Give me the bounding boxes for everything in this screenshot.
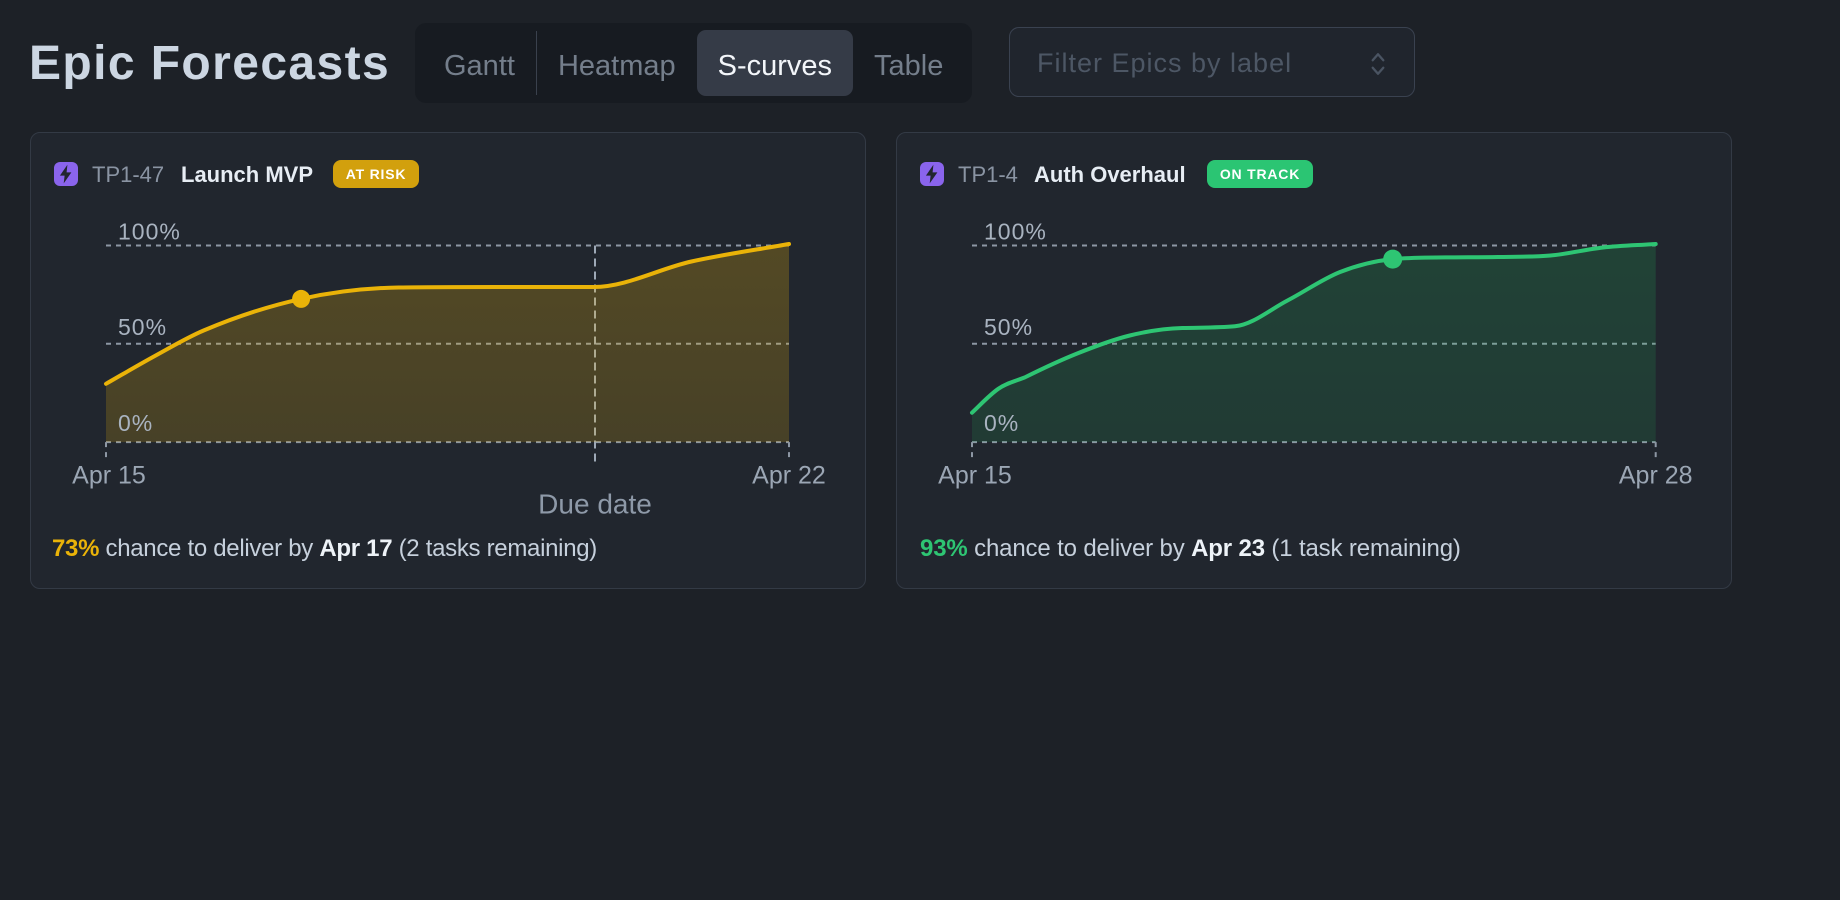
svg-text:0%: 0% (984, 410, 1019, 436)
svg-text:Apr 15: Apr 15 (72, 462, 146, 490)
svg-text:Apr 28: Apr 28 (1619, 462, 1693, 490)
svg-text:50%: 50% (118, 314, 167, 340)
svg-text:100%: 100% (118, 219, 181, 245)
svg-text:Due date: Due date (538, 489, 652, 520)
svg-text:Apr 22: Apr 22 (752, 462, 826, 490)
svg-text:100%: 100% (984, 219, 1047, 245)
svg-text:50%: 50% (984, 314, 1033, 340)
svg-text:Apr 15: Apr 15 (938, 462, 1012, 490)
svg-text:0%: 0% (118, 410, 153, 436)
